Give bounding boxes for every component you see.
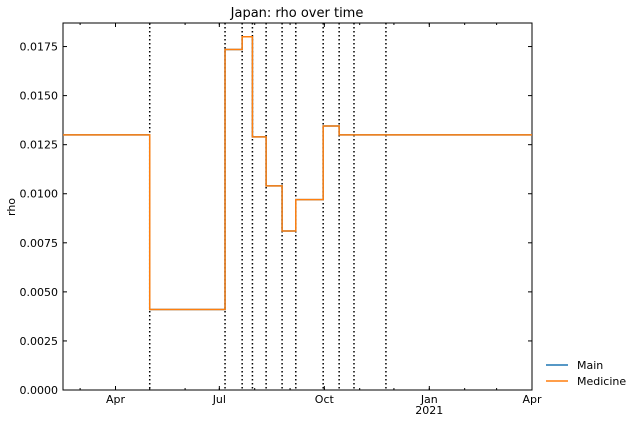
y-tick-label: 0.0075 bbox=[20, 237, 59, 250]
y-tick-label: 0.0175 bbox=[20, 41, 59, 54]
series-line-main bbox=[63, 35, 532, 311]
y-tick-label: 0.0050 bbox=[20, 286, 59, 299]
legend: Main Medicine bbox=[546, 359, 626, 388]
y-tick-label: 0.0000 bbox=[20, 384, 59, 397]
legend-label: Medicine bbox=[577, 375, 626, 388]
x-tick-label: Jan bbox=[420, 393, 438, 406]
legend-label: Main bbox=[577, 359, 603, 372]
x-tick-label: Jul bbox=[212, 393, 226, 406]
plot-area: 0.0000 0.0025 0.0050 0.0075 0.0100 0.0125 0.01… bbox=[20, 22, 542, 417]
chart-title: Japan: rho over time bbox=[230, 6, 364, 21]
x-tick-label: Oct bbox=[315, 393, 335, 406]
y-axis-label: rho bbox=[5, 198, 18, 216]
y-tick-label: 0.0100 bbox=[20, 188, 59, 201]
x-tick-label: Apr bbox=[522, 393, 542, 406]
x-tick-label: Apr bbox=[106, 393, 126, 406]
y-tick-label: 0.0025 bbox=[20, 335, 59, 348]
x-tick-sublabel: 2021 bbox=[415, 404, 443, 417]
series-line-medicine bbox=[63, 35, 532, 311]
y-tick-label: 0.0125 bbox=[20, 139, 59, 152]
axes-frame bbox=[62, 22, 533, 391]
y-tick-label: 0.0150 bbox=[20, 90, 59, 103]
